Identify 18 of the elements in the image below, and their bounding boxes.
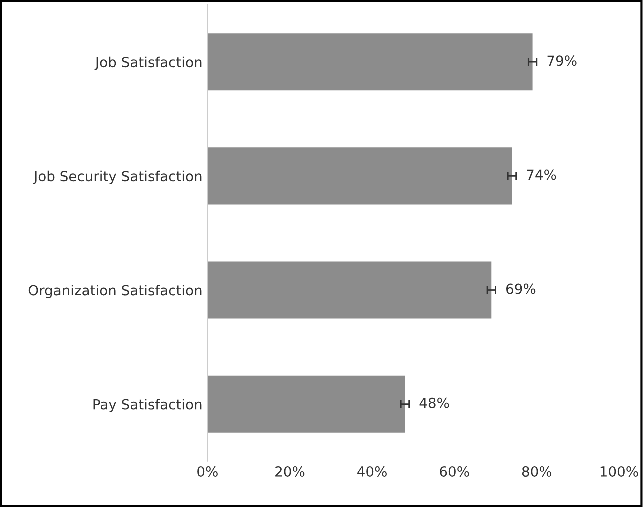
data-label: 69% [506, 284, 536, 294]
y-tick-label: Job Security Satisfaction [33, 170, 202, 184]
data-label: 79% [548, 56, 577, 66]
x-tick-label: 40% [358, 466, 387, 477]
y-tick-label: Organization Satisfaction [28, 284, 202, 298]
bar [208, 262, 492, 319]
x-tick-label: 60% [440, 466, 470, 477]
bar [208, 148, 512, 205]
x-tick-label: 100% [600, 466, 638, 477]
bar [208, 376, 406, 433]
data-label: 74% [527, 170, 556, 180]
x-tick-label: 20% [276, 466, 305, 477]
y-tick-label: Job Satisfaction [94, 56, 202, 70]
x-tick-label: 0% [198, 466, 218, 477]
data-label: 48% [420, 398, 450, 408]
bar [208, 34, 533, 91]
y-tick-label: Pay Satisfaction [94, 399, 202, 412]
x-tick-label: 80% [522, 466, 552, 477]
